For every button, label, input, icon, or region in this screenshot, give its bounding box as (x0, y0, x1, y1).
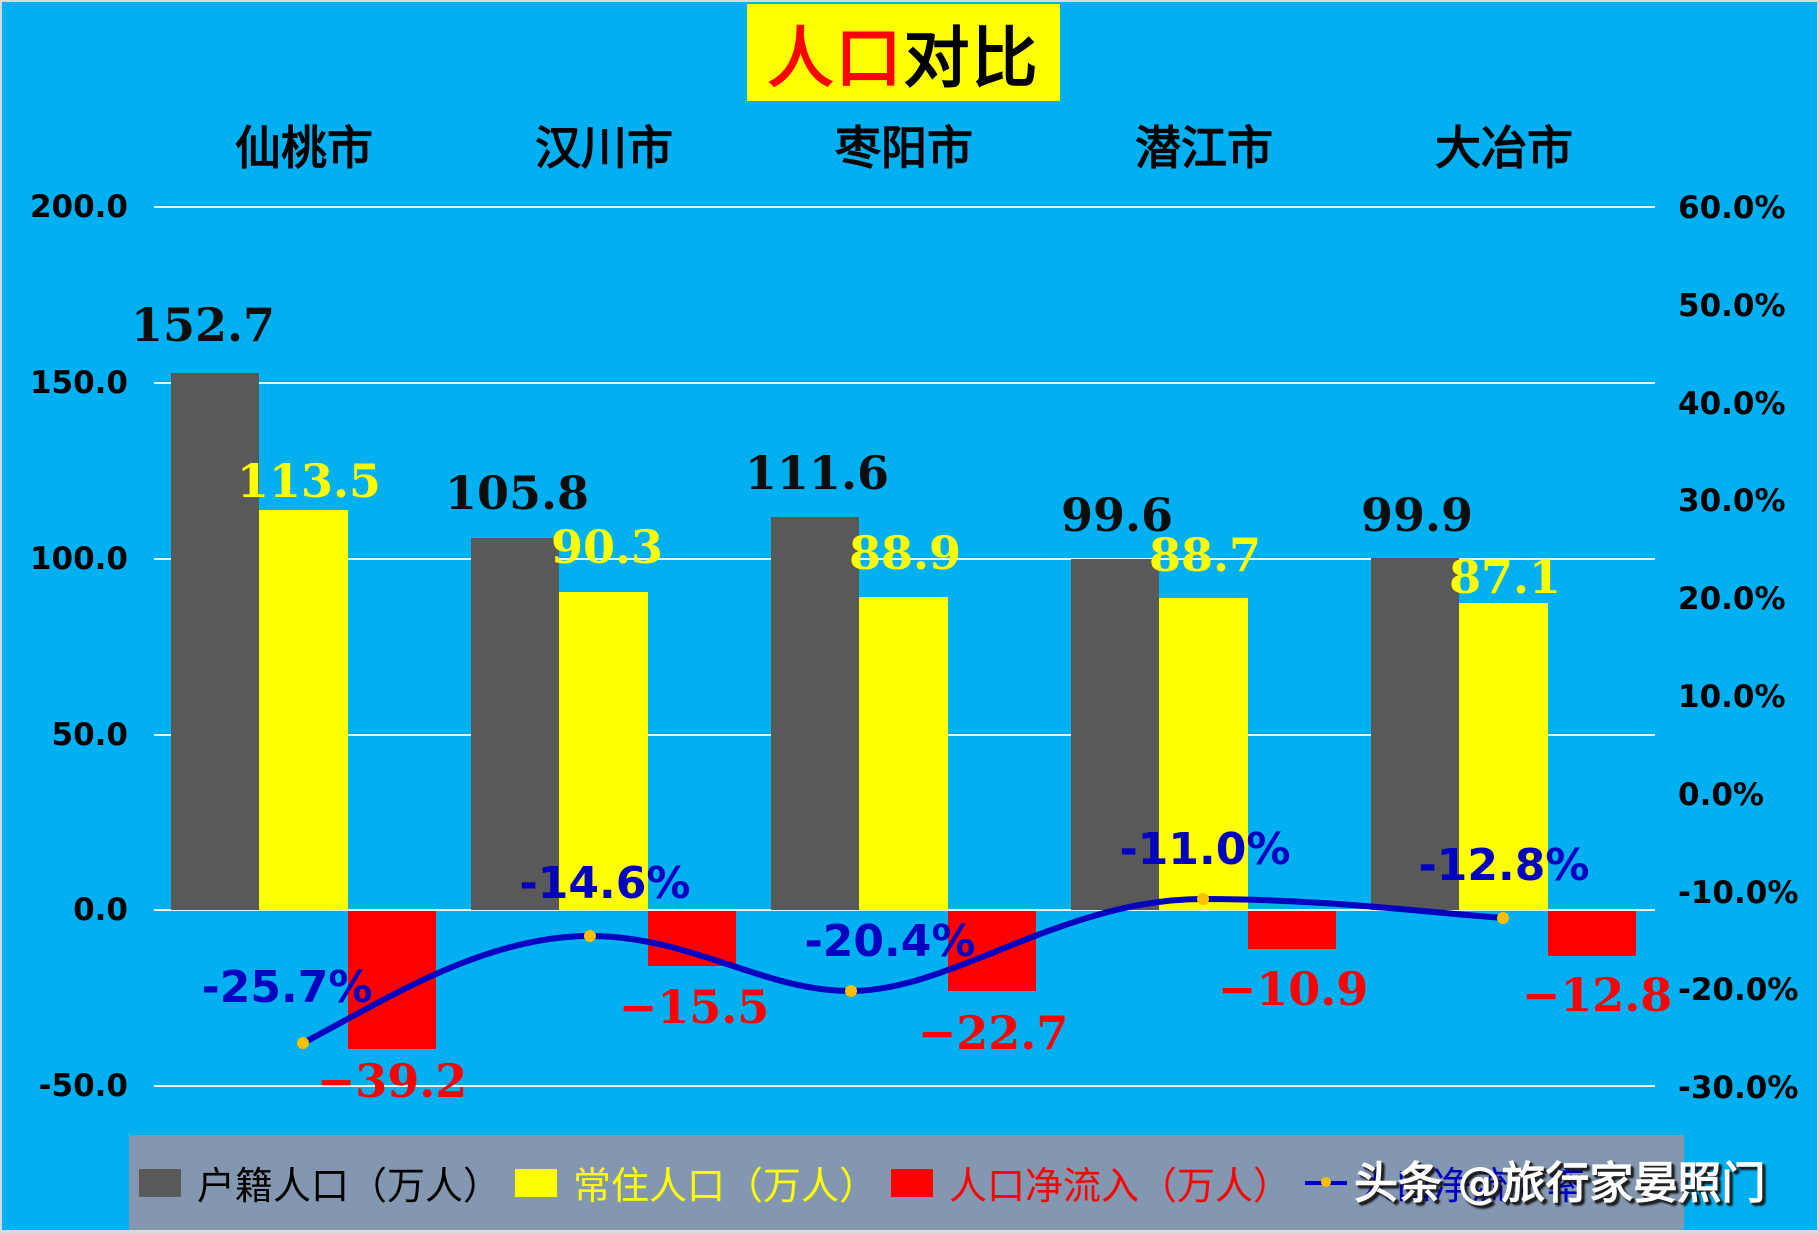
y-axis-tick: -50.0 (38, 1068, 128, 1104)
bar-resident[interactable] (559, 592, 648, 910)
bar-household[interactable] (771, 517, 859, 910)
y2-axis-tick: 60.0% (1678, 190, 1786, 226)
y-axis-tick: 50.0 (51, 717, 129, 753)
category-label: 汉川市 (535, 121, 673, 175)
rate-marker[interactable] (845, 985, 857, 997)
value-label-household: 99.9 (1360, 488, 1474, 542)
bar-net-inflow[interactable] (1248, 911, 1336, 949)
legend-label: 人口净流入率 (1357, 1164, 1586, 1208)
category-label: 仙桃市 (235, 121, 373, 175)
rate-marker[interactable] (1497, 912, 1509, 924)
y-axis-tick: 0.0 (73, 892, 128, 928)
y2-axis-tick: 50.0% (1678, 288, 1786, 324)
y2-axis-tick: -10.0% (1678, 875, 1799, 911)
value-label-household: 99.6 (1060, 488, 1174, 542)
rate-label: -20.4% (804, 916, 976, 967)
y2-axis-tick: -30.0% (1678, 1070, 1799, 1106)
title-black-part: 对比 (903, 19, 1040, 97)
y2-axis-tick: 0.0% (1678, 777, 1764, 813)
bar-household[interactable] (171, 373, 259, 910)
value-label-net-inflow: −22.7 (917, 1006, 1069, 1060)
category-label: 枣阳市 (835, 121, 973, 175)
legend-item-resident[interactable]: 常住人口（万人） (515, 1155, 877, 1210)
category-label: 潜江市 (1135, 121, 1273, 175)
value-label-net-inflow: −10.9 (1217, 962, 1369, 1016)
bar-resident[interactable] (259, 510, 348, 910)
bar-resident[interactable] (1459, 603, 1548, 910)
value-label-resident: 88.9 (848, 526, 962, 580)
value-label-resident: 88.7 (1148, 528, 1262, 582)
gridline (154, 1085, 1655, 1087)
y2-axis-tick: 40.0% (1678, 386, 1786, 422)
value-label-net-inflow: −39.2 (316, 1054, 468, 1108)
value-label-net-inflow: −12.8 (1521, 968, 1673, 1022)
legend-item-rate[interactable]: 人口净流入率 (1305, 1155, 1585, 1210)
value-label-resident: 87.1 (1448, 550, 1562, 604)
legend-item-household[interactable]: 户籍人口（万人） (139, 1155, 501, 1210)
legend-swatch-yellow (515, 1168, 558, 1197)
rate-marker[interactable] (584, 930, 596, 942)
legend-item-net-inflow[interactable]: 人口净流入（万人） (891, 1155, 1291, 1210)
gridline (154, 206, 1655, 208)
y2-axis-tick: 10.0% (1678, 679, 1786, 715)
rate-label: -12.8% (1418, 840, 1590, 891)
y-axis-tick: 150.0 (29, 365, 128, 401)
y2-axis-tick: -20.0% (1678, 972, 1799, 1008)
bar-resident[interactable] (859, 597, 948, 910)
watermark: 头条 @旅行家晏照门 (1354, 1158, 1766, 1209)
legend: 户籍人口（万人） 常住人口（万人） 人口净流入（万人） 人口净流入率 (129, 1135, 1684, 1230)
bar-net-inflow[interactable] (648, 911, 736, 966)
rate-marker[interactable] (1197, 893, 1209, 905)
bar-net-inflow[interactable] (1548, 911, 1636, 956)
value-label-household: 111.6 (744, 446, 890, 500)
rate-line[interactable] (301, 895, 1504, 1046)
rate-label: -25.7% (201, 962, 373, 1013)
value-label-net-inflow: −15.5 (618, 980, 770, 1034)
bar-household[interactable] (471, 538, 559, 910)
rate-label: -14.6% (519, 858, 691, 909)
legend-label: 人口净流入（万人） (949, 1164, 1292, 1208)
title-red-part: 人口 (767, 19, 904, 97)
y2-axis-tick: 30.0% (1678, 483, 1786, 519)
rate-label: -11.0% (1119, 824, 1291, 875)
bar-resident[interactable] (1159, 598, 1248, 910)
y-axis-tick: 100.0 (29, 541, 128, 577)
bar-household[interactable] (1071, 559, 1159, 910)
y2-axis-tick: 20.0% (1678, 581, 1786, 617)
value-label-resident: 113.5 (236, 454, 382, 508)
category-label: 大冶市 (1435, 121, 1573, 175)
rate-marker[interactable] (297, 1037, 309, 1049)
value-label-household: 105.8 (444, 466, 590, 520)
bar-household[interactable] (1371, 558, 1459, 910)
legend-swatch-gray (139, 1168, 181, 1197)
legend-label: 户籍人口（万人） (197, 1164, 502, 1208)
chart-title: 人口 对比 (747, 4, 1060, 101)
zero-line (154, 909, 1655, 911)
gridline (154, 558, 1655, 560)
value-label-resident: 90.3 (550, 520, 664, 574)
legend-line-marker-icon (1305, 1176, 1348, 1187)
y-axis-tick: 200.0 (29, 189, 128, 225)
gridline (154, 382, 1655, 384)
value-label-household: 152.7 (130, 298, 276, 352)
legend-label: 常住人口（万人） (573, 1164, 878, 1208)
legend-swatch-red (891, 1168, 934, 1197)
